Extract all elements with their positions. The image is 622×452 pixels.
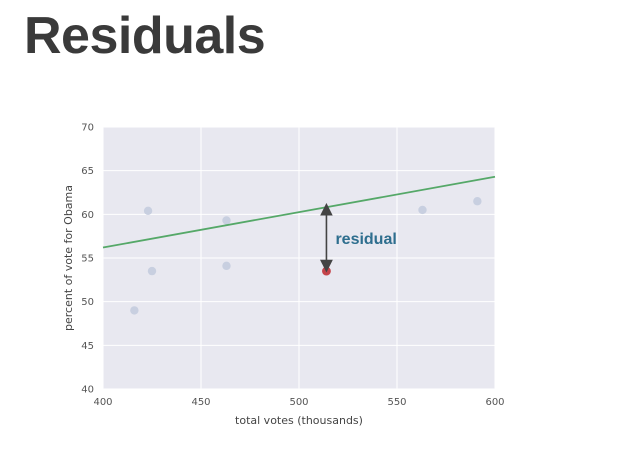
y-axis-label: percent of vote for Obama	[62, 185, 75, 331]
x-axis-label: total votes (thousands)	[235, 414, 363, 427]
x-tick-label: 450	[191, 397, 210, 408]
y-tick-label: 60	[81, 210, 94, 221]
data-point	[143, 206, 153, 216]
y-tick-label: 45	[81, 341, 94, 352]
data-point	[147, 266, 157, 276]
y-tick-label: 65	[81, 166, 94, 177]
data-point	[222, 216, 231, 225]
data-point	[418, 205, 427, 215]
regression-line	[102, 175, 496, 249]
data-point	[222, 261, 231, 271]
x-tick-label: 550	[387, 397, 406, 408]
y-tick-label: 55	[81, 254, 94, 265]
x-tick-label: 600	[485, 397, 504, 408]
page-title: Residuals	[24, 7, 266, 65]
data-point	[473, 197, 482, 206]
y-tick-label: 70	[81, 123, 94, 134]
highlighted-data-point	[322, 266, 331, 276]
y-tick-label: 40	[81, 385, 94, 396]
residual-annotation-label: residual	[335, 231, 396, 248]
x-tick-label: 500	[289, 397, 308, 408]
y-tick-label: 50	[81, 297, 94, 308]
x-tick-label: 400	[93, 397, 112, 408]
data-point	[130, 306, 139, 315]
